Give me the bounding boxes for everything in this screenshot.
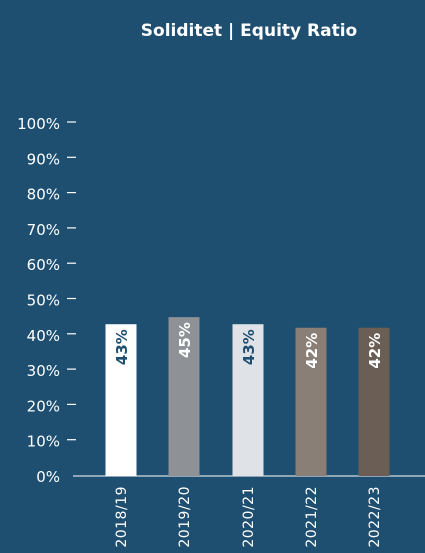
x-tick-label: 2021/22: [304, 486, 320, 548]
y-tick-label: 50%: [27, 292, 60, 310]
y-tick-label: 30%: [27, 362, 60, 380]
y-tick-label: 10%: [27, 433, 60, 451]
chart-title: Soliditet | Equity Ratio: [141, 21, 357, 41]
bar: [232, 324, 264, 476]
x-tick-label: 2020/21: [241, 486, 257, 548]
data-label: 42%: [366, 333, 384, 369]
y-tick-label: 40%: [27, 327, 60, 345]
x-axis: 2018/19 2019/20 2020/21 2021/22 2022/23: [114, 486, 383, 548]
bar: [295, 327, 327, 476]
y-tick-label: 70%: [27, 221, 60, 239]
x-tick-label: 2019/20: [177, 486, 193, 548]
bars: [105, 317, 390, 476]
data-label: 45%: [176, 322, 194, 358]
y-tick-label: 80%: [27, 186, 60, 204]
bar: [168, 317, 200, 476]
x-tick-label: 2018/19: [114, 486, 130, 548]
y-axis: 0% 10% 20% 30% 40% 50% 60% 70% 80% 90% 100%: [17, 115, 425, 486]
y-tick-label: 60%: [27, 256, 60, 274]
x-tick-label: 2022/23: [367, 486, 383, 548]
y-tick-label: 90%: [27, 150, 60, 168]
y-tick-label: 0%: [36, 468, 60, 486]
y-tick-label: 100%: [17, 115, 60, 133]
y-tick-label: 20%: [27, 397, 60, 415]
data-label: 43%: [113, 329, 131, 365]
bar: [105, 324, 137, 476]
data-label: 42%: [303, 333, 321, 369]
value-labels: 43% 45% 43% 42% 42%: [113, 322, 384, 368]
bar: [358, 327, 390, 476]
data-label: 43%: [240, 329, 258, 365]
